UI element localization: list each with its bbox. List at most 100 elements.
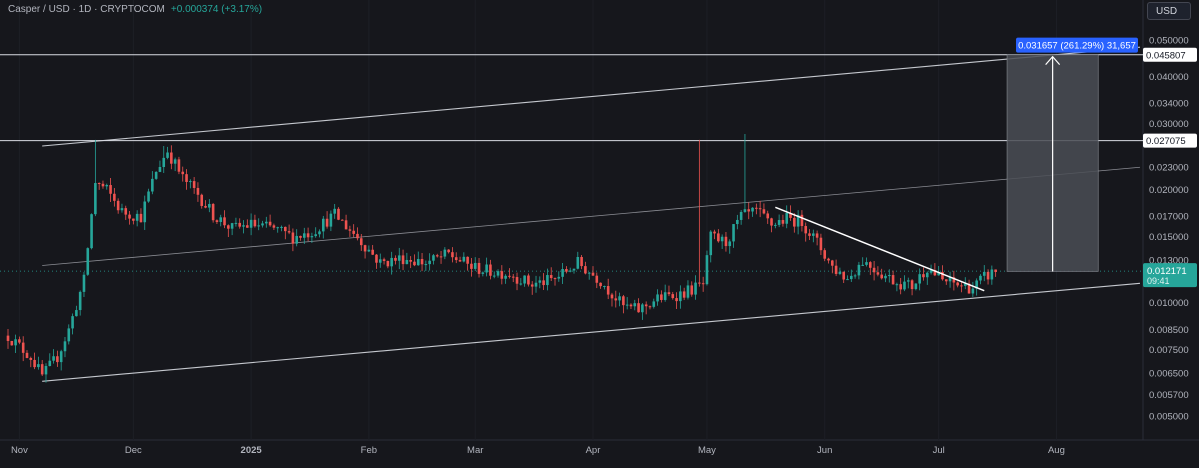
channel-middle-line [42,166,1141,266]
candle-body [86,248,90,275]
candle-body [268,221,272,226]
candle-body [899,284,902,290]
candle-body [910,280,914,290]
candle-body [834,265,838,274]
symbol-header: Casper / USD · 1D · CRYPTOCOM +0.000374 (… [8,4,262,15]
candle-body [667,292,671,295]
candle-body [132,218,135,221]
candle-body [906,280,910,282]
price-tag-label: 0.027075 [1146,136,1186,147]
candle-body [230,223,234,229]
candle-body [724,236,728,247]
candle-body [246,225,249,228]
candle-body [462,256,466,262]
candle-body [147,191,150,202]
time-tick-label: May [698,445,716,456]
candle-body [591,272,595,276]
candle-body [561,269,564,277]
time-axis[interactable]: Nov Dec 2025 Feb Mar Apr May Jun Jul Aug [11,445,1065,456]
candle-body [378,259,382,263]
candle-body [189,181,192,183]
candle-body [743,209,747,212]
candle-body [94,183,97,215]
candle-body [504,275,507,279]
candle-body [595,275,599,283]
candle-body [363,245,367,252]
candle-body [800,214,804,227]
candle-body [435,255,439,257]
candle-body [348,229,352,231]
current-price-countdown: 09:41 [1147,276,1170,286]
candle-body [808,233,811,236]
candle-body [37,364,40,368]
symbol-title: Casper / USD · 1D · CRYPTOCOM [8,4,165,15]
candle-body [530,284,534,287]
time-tick-label: Feb [361,445,377,456]
candle-body [219,217,223,222]
candle-body [272,225,276,228]
candle-body [580,256,583,267]
candle-body [523,275,526,284]
candle-body [71,316,74,329]
candle-body [302,233,306,238]
currency-button[interactable]: USD [1147,2,1191,20]
candle-body [249,219,253,228]
candle-body [538,280,542,283]
candle-body [549,275,553,279]
candle-body [914,283,918,290]
candle-body [641,304,644,313]
candle-body [709,231,713,256]
candle-body [394,257,397,261]
candle-body [895,284,899,286]
candle-body [454,257,458,261]
candle-body [261,223,264,226]
candle-body [356,233,359,239]
candle-body [458,260,462,262]
candle-body [170,152,173,164]
price-axis[interactable]: 0.050000 0.040000 0.034000 0.030000 0.023000… [1143,36,1197,423]
grid [18,0,1057,440]
candle-body [872,267,876,273]
candle-body [831,260,834,266]
time-tick-label: 2025 [241,445,263,456]
time-tick-label: Mar [467,445,483,456]
candle-body [777,220,781,225]
price-tick-label: 0.006500 [1149,369,1189,380]
candle-body [234,222,238,224]
candle-body [29,357,33,360]
candle-body [344,220,348,230]
candle-body [903,281,906,290]
candle-body [63,341,67,352]
price-tick-label: 0.013000 [1149,255,1189,266]
candle-body [971,288,975,294]
candle-body [705,255,709,285]
candle-body [413,261,416,266]
candle-body [367,249,371,252]
candle-body [154,171,158,179]
time-tick-label: Dec [125,445,142,456]
candle-body [162,157,166,167]
candle-body [713,231,716,234]
candle-body [614,298,618,301]
price-change: +0.000374 (+3.17%) [170,4,263,15]
candle-body [52,356,55,361]
candle-body [986,271,990,280]
candle-body [120,208,124,211]
candle-body [386,260,390,267]
candle-body [90,214,93,249]
candle-body [679,291,682,302]
candle-body [686,285,690,298]
candle-body [242,225,245,227]
candle-body [105,185,109,187]
candle-body [887,275,891,277]
candle-body [135,213,139,221]
candle-body [880,274,883,279]
candle-body [838,271,842,274]
descending-trendline [775,206,985,292]
price-tick-label: 0.015000 [1149,232,1189,243]
candle-body [139,213,143,223]
candle-body [732,224,735,242]
